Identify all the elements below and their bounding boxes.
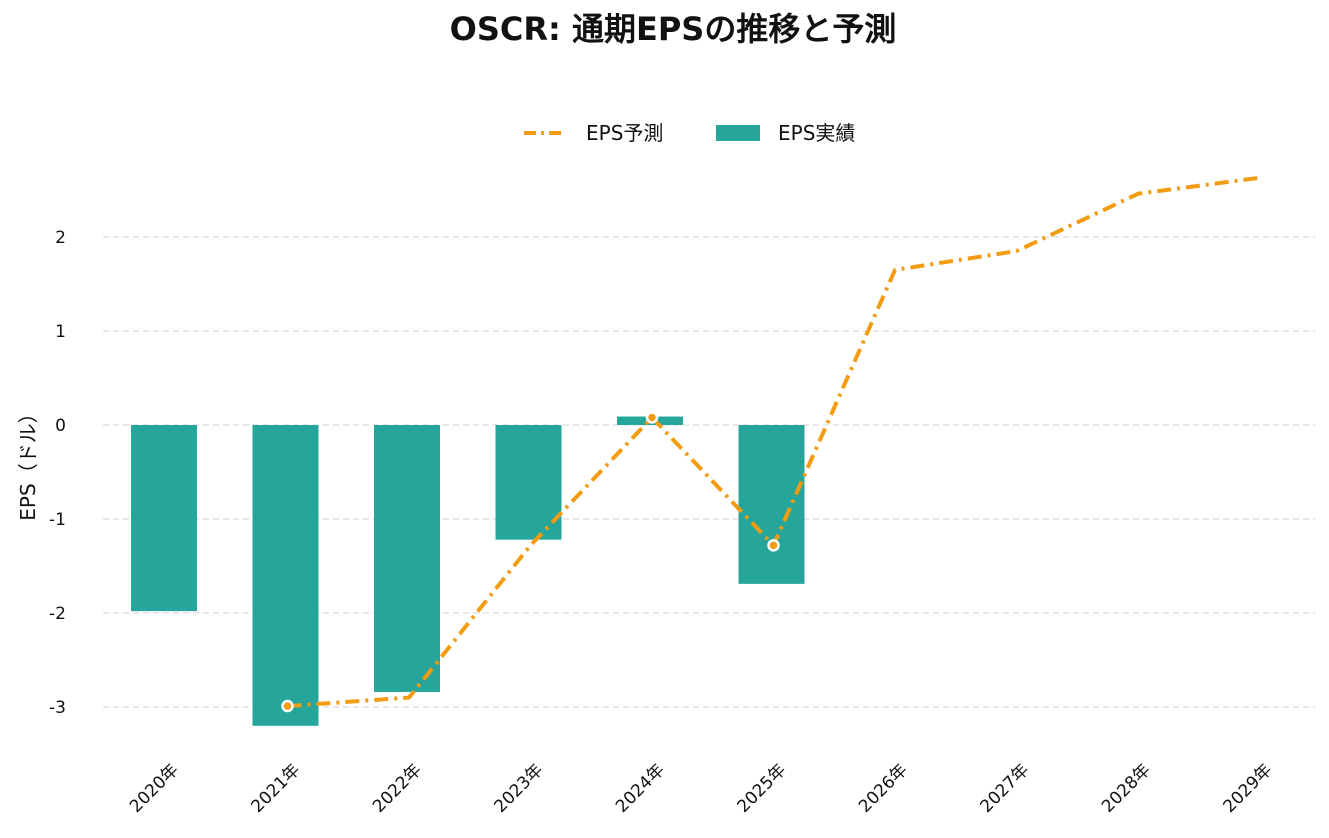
bar-series [131, 416, 805, 726]
bar [495, 425, 562, 540]
legend: EPS予測 EPS実績 [524, 121, 855, 145]
y-tick-label: -1 [49, 510, 66, 530]
y-axis-label: EPS（ドル） [16, 403, 40, 520]
line-series [281, 175, 1260, 713]
x-tick-label: 2024年 [612, 760, 669, 817]
x-tick-label: 2027年 [977, 760, 1034, 817]
legend-swatch-actual [716, 125, 760, 141]
y-tick-label: -2 [49, 604, 66, 624]
x-tick-labels: 2020年 2021年 2022年 2023年 2024年 2025年 2026年 2027年… [126, 760, 1276, 817]
x-tick-label: 2021年 [248, 760, 305, 817]
bar [738, 425, 805, 584]
x-tick-label: 2025年 [734, 760, 791, 817]
y-tick-label: -3 [49, 698, 66, 718]
gridlines [103, 236, 1315, 708]
x-tick-label: 2023年 [491, 760, 548, 817]
bar [131, 425, 197, 612]
chart-title: OSCR: 通期EPSの推移と予測 [450, 10, 897, 48]
legend-item-actual: EPS実績 [716, 121, 855, 145]
legend-label-actual: EPS実績 [778, 121, 855, 145]
x-tick-label: 2020年 [126, 760, 183, 817]
y-tick-label: 1 [55, 322, 66, 342]
y-tick-label: 2 [55, 228, 66, 248]
x-tick-label: 2022年 [369, 760, 426, 817]
forecast-point [281, 699, 294, 713]
x-tick-label: 2026年 [855, 760, 912, 817]
y-tick-label: 0 [55, 416, 66, 436]
forecast-point [767, 539, 780, 552]
bar [374, 425, 440, 692]
x-tick-label: 2028年 [1098, 760, 1155, 817]
x-tick-label: 2029年 [1220, 760, 1277, 817]
legend-item-forecast: EPS予測 [524, 121, 663, 145]
bar [252, 425, 319, 726]
y-tick-labels: -3 -2 -1 0 1 2 [49, 228, 66, 718]
forecast-point [645, 411, 659, 424]
legend-label-forecast: EPS予測 [586, 121, 663, 145]
